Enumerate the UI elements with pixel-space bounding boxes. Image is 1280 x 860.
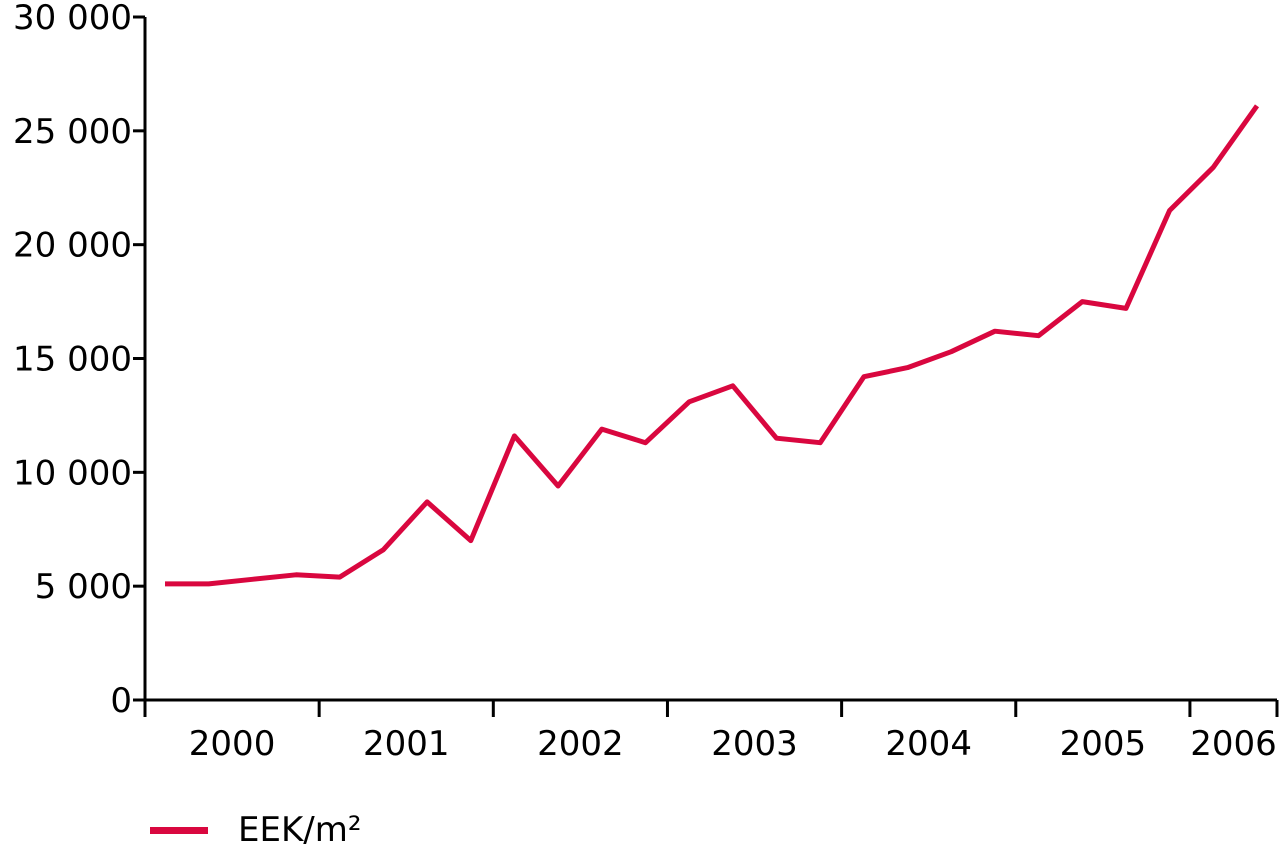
x-axis: 2000 2001 2002 2003 2004 2005 2006 <box>143 698 1279 764</box>
y-tick-label: 15 000 <box>13 340 132 380</box>
x-tick-label: 2003 <box>711 724 798 764</box>
x-tick-label: 2000 <box>189 724 276 764</box>
legend-label: EEK/m² <box>238 810 362 850</box>
legend-swatch <box>150 826 208 834</box>
x-tick-label: 2001 <box>363 724 450 764</box>
x-tick-label: 2005 <box>1060 724 1147 764</box>
y-tick-label: 25 000 <box>13 112 132 152</box>
series-line <box>165 104 1260 587</box>
x-tick-label: 2002 <box>537 724 624 764</box>
y-tick-label: 5 000 <box>35 567 132 607</box>
y-tick-label: 10 000 <box>13 453 132 493</box>
y-tick-label: 30 000 <box>13 0 132 38</box>
y-tick-label: 0 <box>110 681 132 721</box>
x-tick-label: 2004 <box>885 724 972 764</box>
legend: EEK/m² <box>150 800 361 860</box>
series-layer <box>165 104 1260 587</box>
line-chart: 0 5 000 10 000 15 000 20 000 25 000 30 000 200… <box>13 0 1279 764</box>
y-tick-label: 20 000 <box>13 226 132 266</box>
y-axis: 0 5 000 10 000 15 000 20 000 25 000 30 000 <box>13 0 147 721</box>
x-tick-label: 2006 <box>1190 724 1277 764</box>
